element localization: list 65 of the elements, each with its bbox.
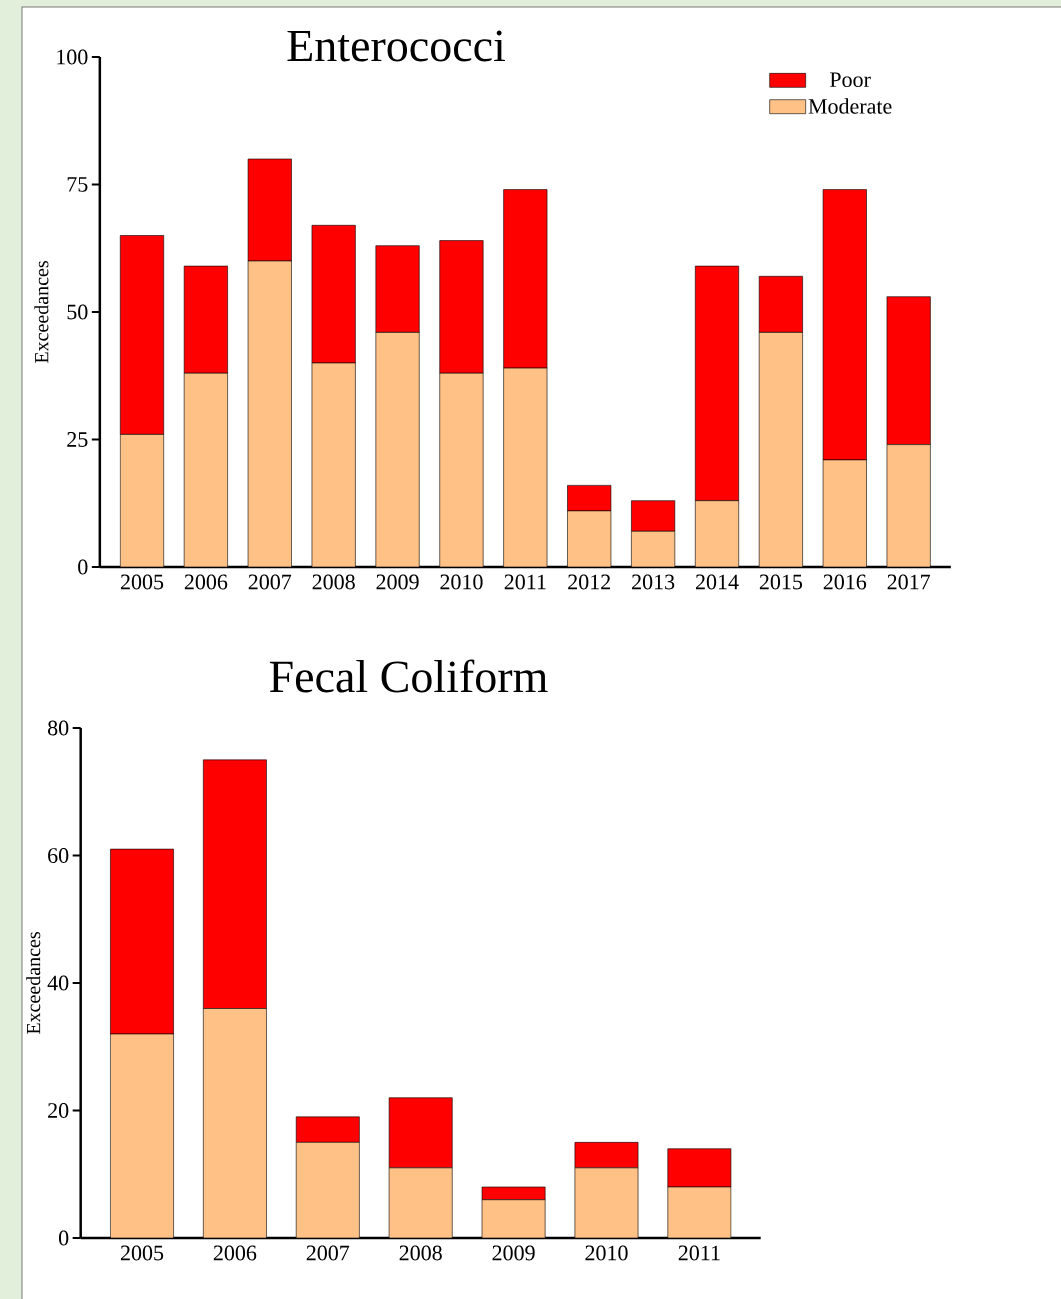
bar [631,530,676,567]
x-tick-label: 2007 [306,1245,350,1261]
bar [574,1167,639,1238]
bar [886,444,931,567]
x-tick-label: 2008 [399,1245,442,1261]
y-tick-label: 0 [58,1230,69,1246]
bar [247,260,292,567]
legend-label: Poor [829,72,871,88]
x-tick-label: 2012 [568,574,611,590]
bar [758,332,803,567]
legend-label: Moderate [808,98,892,114]
bar [631,500,676,532]
chart-title: Fecal Coliform [269,659,548,693]
y-tick-label: 25 [67,432,88,447]
y-tick-label: 0 [78,559,88,575]
x-tick-label: 2005 [120,574,164,590]
x-tick-label: 2009 [492,1245,535,1261]
x-tick-label: 2014 [695,574,739,590]
bar [481,1199,546,1238]
bar [667,1186,732,1238]
x-tick-label: 2010 [585,1245,628,1261]
bar [822,459,867,567]
bar [439,372,484,567]
chart-title: Enterococci [287,30,505,62]
bar [388,1167,453,1238]
y-tick-label: 20 [48,1103,69,1118]
x-tick-label: 2008 [312,574,355,590]
y-tick-label: 75 [67,177,88,192]
bar [574,1142,639,1169]
x-tick-label: 2010 [440,574,483,590]
bar [694,500,740,567]
bar [567,485,612,512]
bar [295,1116,360,1143]
bar [183,372,228,567]
y-tick-label: 100 [57,49,88,65]
bar [203,1008,267,1238]
y-tick-label: 80 [47,720,69,736]
x-tick-label: 2006 [184,574,228,590]
bar [567,510,612,567]
bar [388,1097,453,1169]
x-tick-label: 2007 [248,574,292,590]
x-tick-label: 2011 [678,1245,720,1261]
y-tick-label: 50 [67,304,88,320]
bar [481,1186,546,1201]
bar [110,1033,174,1238]
bar [311,362,356,567]
bar [183,265,228,374]
x-tick-label: 2013 [632,574,675,590]
x-tick-label: 2016 [823,574,867,590]
x-tick-label: 2005 [120,1245,164,1261]
y-axis-title: Exceedances [34,261,49,364]
x-tick-label: 2006 [213,1245,257,1261]
x-tick-label: 2011 [504,574,546,590]
y-tick-label: 60 [48,848,69,863]
y-tick-label: 40 [47,975,69,991]
bar [375,332,420,567]
bar [295,1142,360,1238]
y-axis-title: Exceedances [26,932,41,1035]
bar [503,367,548,567]
bar [694,265,740,501]
x-tick-label: 2009 [376,574,419,590]
x-tick-label: 2017 [887,574,931,590]
x-tick-label: 2015 [759,574,803,590]
bar [758,275,803,333]
bar [119,434,165,567]
